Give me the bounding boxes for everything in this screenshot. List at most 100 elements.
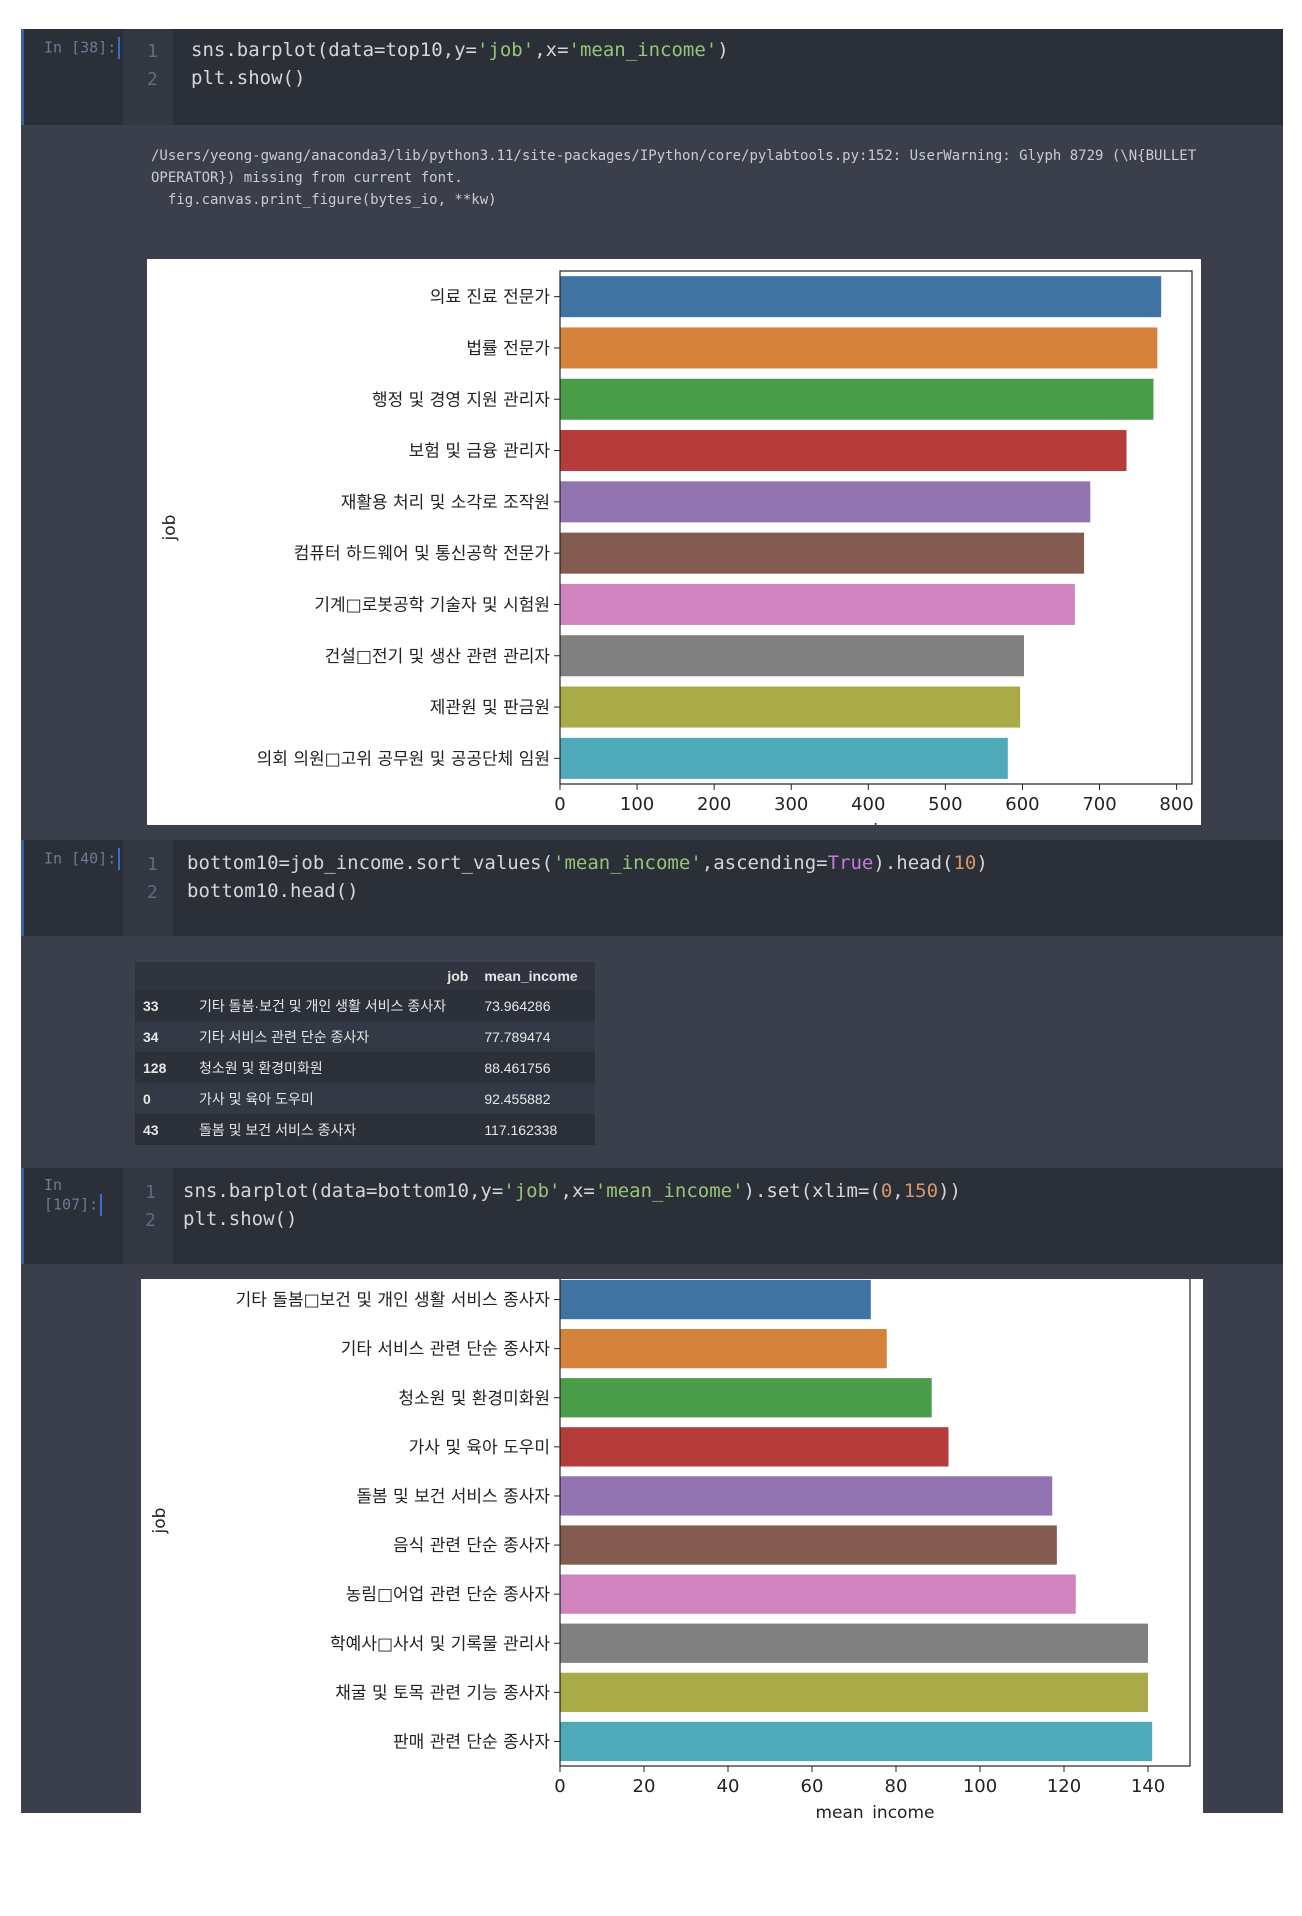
column-header-mean-income: mean_income — [476, 962, 595, 990]
x-tick-label: 600 — [1005, 794, 1039, 815]
y-tick-label: 음식 관련 단순 종사자 — [393, 1536, 550, 1556]
bottom10-barplot: 기타 돌봄□보건 및 개인 생활 서비스 종사자 기타 서비스 관련 단순 종사자… — [141, 1274, 1203, 1823]
y-tick-label: 건설□전기 및 생산 관련 관리자 — [325, 647, 551, 667]
y-tick-label: 법률 전문가 — [466, 339, 550, 359]
x-axis-label: mean_income — [816, 1803, 935, 1819]
y-tick-label: 제관원 및 판금원 — [430, 698, 550, 718]
bar — [560, 1525, 1057, 1565]
dataframe-table: job mean_income 33 기타 돌봄·보건 및 개인 생활 서비스 … — [135, 962, 595, 1145]
x-tick-label: 300 — [774, 794, 808, 815]
y-tick-label: 가사 및 육아 도우미 — [409, 1438, 550, 1458]
x-tick-label: 40 — [717, 1776, 740, 1797]
bar — [560, 1279, 871, 1320]
y-tick-label: 기타 돌봄□보건 및 개인 생활 서비스 종사자 — [236, 1291, 551, 1311]
table-row: 34 기타 서비스 관련 단순 종사자 77.789474 — [135, 1021, 595, 1052]
line-number: 1 — [147, 41, 158, 62]
code-line[interactable]: plt.show() — [191, 67, 306, 89]
y-tick-label: 농림□어업 관련 단순 종사자 — [346, 1585, 551, 1605]
cell-job: 청소원 및 환경미화원 — [191, 1052, 477, 1083]
bar — [560, 430, 1127, 472]
line-gutter: 1 2 — [123, 29, 173, 125]
y-axis-label: job — [160, 515, 180, 542]
bar — [560, 532, 1085, 574]
bar — [560, 327, 1158, 369]
prompt-label: In [40]: — [44, 849, 117, 868]
bar — [560, 1721, 1153, 1762]
x-tick-label: 500 — [928, 794, 962, 815]
bar — [560, 1623, 1148, 1663]
notebook: In [38]: 1 2 sns.barplot(data=top10,y='j… — [21, 29, 1283, 1823]
x-tick-label: 120 — [1047, 1776, 1081, 1797]
row-index: 34 — [135, 1021, 191, 1052]
cell-job: 가사 및 육아 도우미 — [191, 1083, 477, 1114]
code-line[interactable]: sns.barplot(data=bottom10,y='job',x='mea… — [183, 1180, 961, 1202]
y-tick-label: 보험 및 금융 관리자 — [409, 442, 551, 462]
cell-prompt: In [107]: — [21, 1168, 121, 1264]
line-number: 2 — [147, 882, 158, 903]
bar — [560, 1378, 932, 1418]
code-line[interactable]: plt.show() — [183, 1208, 298, 1230]
bar — [560, 1427, 949, 1467]
bar — [560, 583, 1075, 625]
y-tick-label: 학예사□사서 및 기록물 관리사 — [330, 1634, 550, 1654]
cell-mean-income: 88.461756 — [476, 1052, 595, 1083]
x-tick-label: 800 — [1159, 794, 1193, 815]
table-header-row: job mean_income — [135, 962, 595, 990]
line-number: 2 — [145, 1210, 156, 1231]
warning-output: /Users/yeong-gwang/anaconda3/lib/python3… — [151, 148, 1197, 208]
y-tick-label: 의회 의원□고위 공무원 및 공공단체 임원 — [257, 749, 550, 769]
row-index: 33 — [135, 990, 191, 1021]
x-tick-label: 80 — [885, 1776, 908, 1797]
bar — [560, 1672, 1148, 1712]
bar — [560, 276, 1162, 318]
row-index: 43 — [135, 1114, 191, 1145]
y-tick-label: 판매 관련 단순 종사자 — [393, 1732, 550, 1752]
line-gutter: 1 2 — [123, 840, 173, 936]
table-row: 0 가사 및 육아 도우미 92.455882 — [135, 1083, 595, 1114]
x-tick-label: 100 — [963, 1776, 997, 1797]
prompt-label: In [38]: — [44, 38, 117, 57]
line-number: 1 — [147, 854, 158, 875]
cell-prompt: In [38]: — [21, 29, 121, 125]
x-tick-label: 400 — [851, 794, 885, 815]
code-line[interactable]: sns.barplot(data=top10,y='job',x='mean_i… — [191, 39, 729, 61]
line-number: 2 — [147, 69, 158, 90]
x-tick-label: 700 — [1082, 794, 1116, 815]
y-tick-label: 돌봄 및 보건 서비스 종사자 — [356, 1487, 550, 1507]
x-tick-label: 100 — [620, 794, 654, 815]
table-row: 43 돌봄 및 보건 서비스 종사자 117.162338 — [135, 1114, 595, 1145]
x-tick-label: 60 — [801, 1776, 824, 1797]
code-cell-107[interactable]: In [107]: 1 2 sns.barplot(data=bottom10,… — [21, 1168, 1283, 1264]
bar — [560, 686, 1021, 728]
x-tick-label: 200 — [697, 794, 731, 815]
x-tick-label: 0 — [554, 794, 565, 815]
table-row: 128 청소원 및 환경미화원 88.461756 — [135, 1052, 595, 1083]
prompt-label: In [107]: — [44, 1176, 99, 1214]
code-line[interactable]: bottom10=job_income.sort_values('mean_in… — [187, 852, 988, 874]
table-row: 33 기타 돌봄·보건 및 개인 생활 서비스 종사자 73.964286 — [135, 990, 595, 1021]
bar — [560, 481, 1091, 523]
code-cell-40[interactable]: In [40]: 1 2 bottom10=job_income.sort_va… — [21, 840, 1283, 936]
y-tick-label: 의료 진료 전문가 — [430, 288, 551, 308]
column-header-job: job — [191, 962, 477, 990]
y-tick-label: 행정 및 경영 지원 관리자 — [372, 390, 550, 410]
cell-mean-income: 117.162338 — [476, 1114, 595, 1145]
row-index: 0 — [135, 1083, 191, 1114]
bar — [560, 635, 1024, 677]
cell-mean-income: 73.964286 — [476, 990, 595, 1021]
x-tick-label: 0 — [554, 1776, 565, 1797]
x-axis-label: mean_income — [817, 821, 936, 825]
bar — [560, 1574, 1076, 1614]
y-tick-label: 기계□로봇공학 기술자 및 시험원 — [314, 595, 550, 615]
cell-mean-income: 77.789474 — [476, 1021, 595, 1052]
code-cell-38[interactable]: In [38]: 1 2 sns.barplot(data=top10,y='j… — [21, 29, 1283, 125]
y-tick-label: 컴퓨터 하드웨어 및 통신공학 전문가 — [294, 544, 551, 564]
cell-job: 돌봄 및 보건 서비스 종사자 — [191, 1114, 477, 1145]
cell-mean-income: 92.455882 — [476, 1083, 595, 1114]
x-tick-label: 140 — [1131, 1776, 1165, 1797]
bar — [560, 1329, 887, 1369]
y-tick-label: 채굴 및 토목 관련 기능 종사자 — [335, 1683, 550, 1703]
code-line[interactable]: bottom10.head() — [187, 880, 359, 902]
